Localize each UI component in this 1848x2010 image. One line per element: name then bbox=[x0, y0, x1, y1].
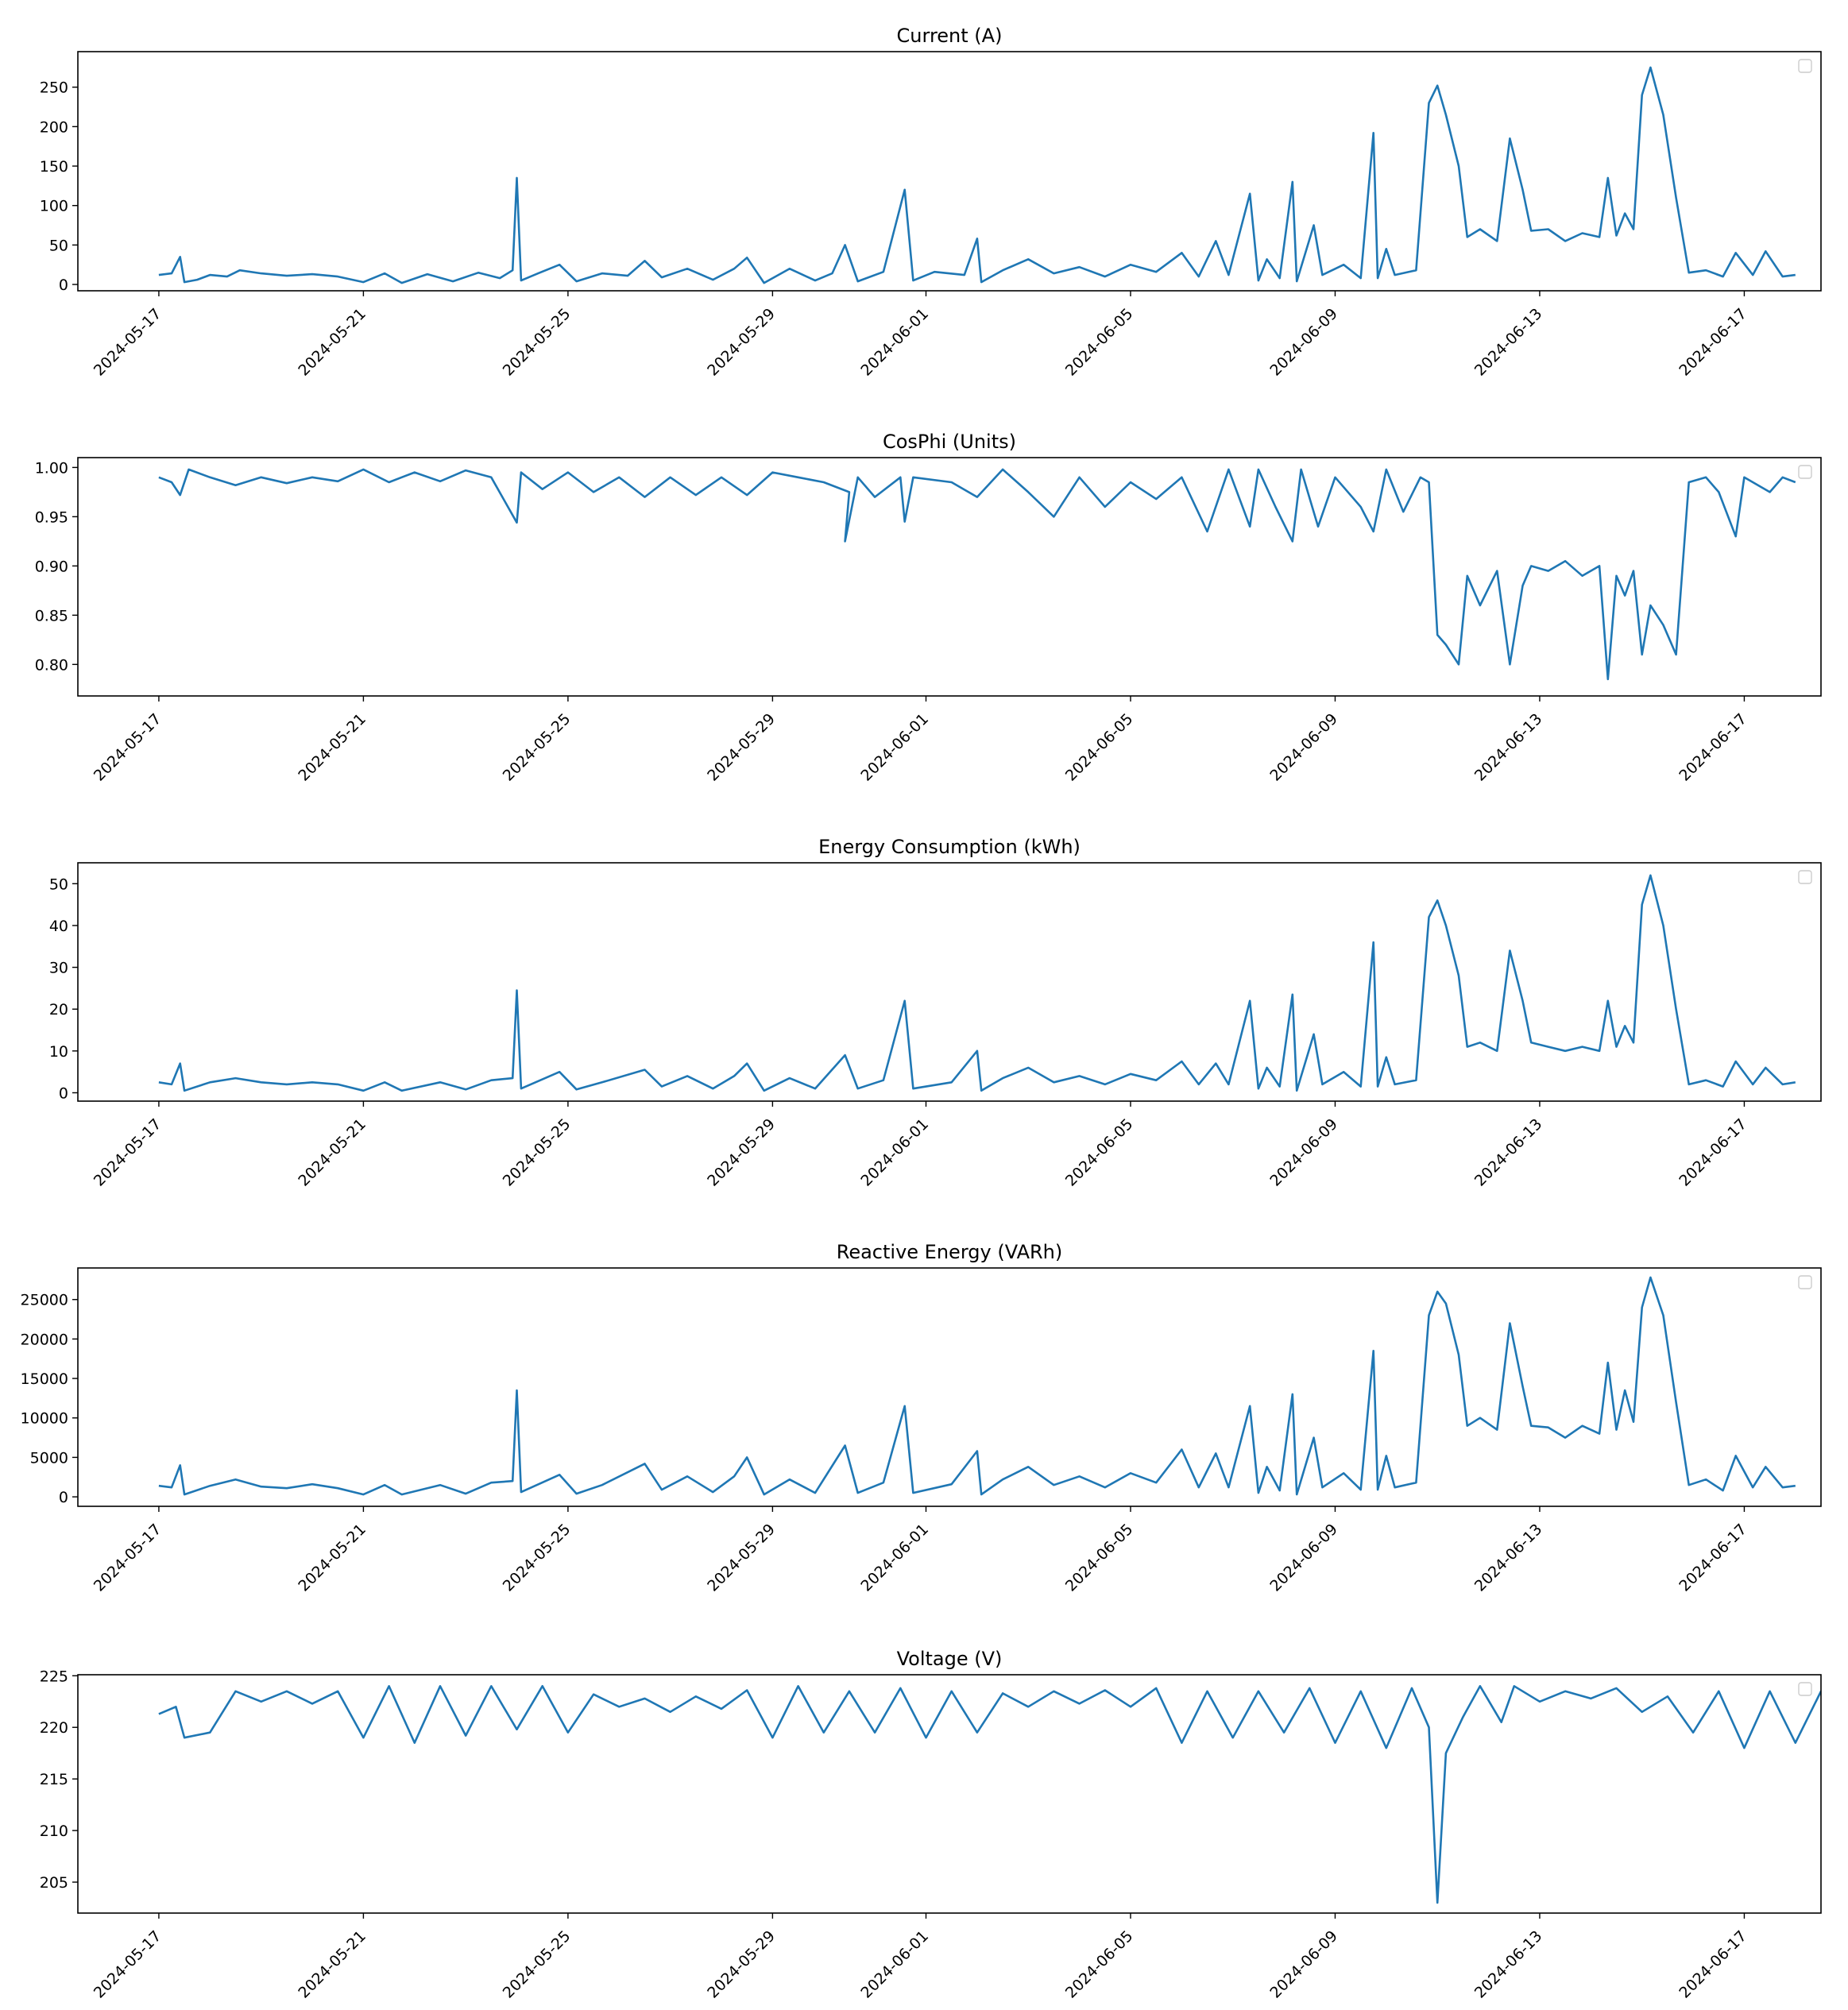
energy-ytick-label: 0 bbox=[59, 1084, 68, 1102]
current-plot-frame bbox=[77, 51, 1822, 292]
current-xtick-label: 2024-05-29 bbox=[704, 305, 779, 380]
voltage-xtick-label: 2024-05-17 bbox=[91, 1927, 165, 2002]
voltage-ytick-label: 205 bbox=[40, 1874, 68, 1892]
current-xtick-label: 2024-05-25 bbox=[500, 305, 574, 380]
current-title: Current (A) bbox=[897, 25, 1003, 47]
current-chart: Current (A) 0 50 100 150 200 250 2024-05-17 2024… bbox=[40, 25, 1822, 380]
current-xtick-label: 2024-06-17 bbox=[1676, 305, 1750, 380]
energy-xtick-label: 2024-06-17 bbox=[1676, 1115, 1750, 1190]
current-legend bbox=[1798, 59, 1812, 73]
energy-ytick-label: 30 bbox=[49, 960, 68, 977]
cosphi-xtick-label: 2024-06-01 bbox=[857, 710, 932, 785]
energy-ytick-label: 10 bbox=[49, 1043, 68, 1061]
energy-xtick-label: 2024-05-17 bbox=[91, 1115, 165, 1190]
reactive-xtick-label: 2024-06-01 bbox=[857, 1521, 932, 1595]
energy-xtick-label: 2024-06-01 bbox=[857, 1115, 932, 1190]
voltage-series-line bbox=[158, 1685, 1821, 1904]
current-series-line bbox=[158, 66, 1796, 284]
reactive-ytick-label: 5000 bbox=[30, 1449, 68, 1467]
cosphi-chart: CosPhi (Units) 0.80 0.85 0.90 0.95 1.00 2024-0… bbox=[35, 431, 1822, 785]
reactive-title: Reactive Energy (VARh) bbox=[837, 1241, 1063, 1263]
reactive-ytick-label: 15000 bbox=[21, 1370, 68, 1388]
voltage-xtick-label: 2024-05-29 bbox=[704, 1927, 779, 2002]
cosphi-ytick-label: 1.00 bbox=[35, 459, 68, 477]
energy-xtick-label: 2024-06-09 bbox=[1266, 1115, 1341, 1190]
reactive-xtick-label: 2024-05-21 bbox=[295, 1521, 369, 1595]
energy-xtick-label: 2024-05-21 bbox=[295, 1115, 369, 1190]
voltage-legend bbox=[1798, 1682, 1812, 1696]
reactive-series-line bbox=[158, 1276, 1796, 1496]
cosphi-xtick-label: 2024-06-05 bbox=[1062, 710, 1137, 785]
reactive-xtick-label: 2024-06-13 bbox=[1471, 1521, 1546, 1595]
current-ytick-label: 100 bbox=[40, 198, 68, 215]
reactive-ytick-label: 10000 bbox=[21, 1410, 68, 1428]
current-ytick-label: 250 bbox=[40, 79, 68, 97]
current-ytick-label: 0 bbox=[59, 276, 68, 294]
voltage-xtick-label: 2024-06-01 bbox=[857, 1927, 932, 2002]
current-ytick-label: 150 bbox=[40, 158, 68, 176]
cosphi-title: CosPhi (Units) bbox=[883, 431, 1016, 453]
voltage-plot-frame bbox=[77, 1674, 1822, 1914]
cosphi-ytick-label: 0.80 bbox=[35, 656, 68, 674]
current-xtick-label: 2024-06-01 bbox=[857, 305, 932, 380]
voltage-xtick-label: 2024-06-05 bbox=[1062, 1927, 1137, 2002]
cosphi-xtick-label: 2024-06-17 bbox=[1676, 710, 1750, 785]
reactive-xtick-label: 2024-05-17 bbox=[91, 1521, 165, 1595]
reactive-plot-frame bbox=[77, 1267, 1822, 1507]
energy-ytick-label: 40 bbox=[49, 918, 68, 935]
reactive-chart: Reactive Energy (VARh) 0 5000 10000 15000 200… bbox=[21, 1241, 1822, 1595]
energy-title: Energy Consumption (kWh) bbox=[818, 836, 1081, 858]
current-xtick-label: 2024-05-21 bbox=[295, 305, 369, 380]
cosphi-xtick-label: 2024-05-25 bbox=[500, 710, 574, 785]
reactive-ytick-label: 20000 bbox=[21, 1331, 68, 1348]
cosphi-plot-frame bbox=[77, 457, 1822, 697]
voltage-ytick-label: 225 bbox=[40, 1668, 68, 1685]
energy-xtick-label: 2024-05-25 bbox=[500, 1115, 574, 1190]
current-xtick-label: 2024-05-17 bbox=[91, 305, 165, 380]
cosphi-ytick-label: 0.90 bbox=[35, 558, 68, 575]
reactive-xtick-label: 2024-05-29 bbox=[704, 1521, 779, 1595]
cosphi-ytick-label: 0.85 bbox=[35, 607, 68, 624]
cosphi-xtick-label: 2024-05-21 bbox=[295, 710, 369, 785]
current-ytick-label: 200 bbox=[40, 118, 68, 136]
cosphi-legend bbox=[1798, 465, 1812, 479]
reactive-xtick-label: 2024-06-17 bbox=[1676, 1521, 1750, 1595]
cosphi-xtick-label: 2024-05-17 bbox=[91, 710, 165, 785]
energy-xtick-label: 2024-06-05 bbox=[1062, 1115, 1137, 1190]
voltage-xtick-label: 2024-05-21 bbox=[295, 1927, 369, 2002]
reactive-xtick-label: 2024-05-25 bbox=[500, 1521, 574, 1595]
current-xtick-label: 2024-06-05 bbox=[1062, 305, 1137, 380]
cosphi-xtick-label: 2024-06-13 bbox=[1471, 710, 1546, 785]
energy-ytick-label: 20 bbox=[49, 1001, 68, 1019]
energy-xtick-label: 2024-05-29 bbox=[704, 1115, 779, 1190]
energy-chart: Energy Consumption (kWh) 0 10 20 30 40 50 2024-… bbox=[49, 836, 1822, 1190]
reactive-ytick-label: 0 bbox=[59, 1489, 68, 1506]
reactive-ytick-label: 25000 bbox=[21, 1292, 68, 1309]
reactive-xtick-label: 2024-06-09 bbox=[1266, 1521, 1341, 1595]
reactive-legend bbox=[1798, 1275, 1812, 1289]
cosphi-xtick-label: 2024-06-09 bbox=[1266, 710, 1341, 785]
voltage-ytick-label: 220 bbox=[40, 1719, 68, 1737]
cosphi-series-line bbox=[158, 468, 1796, 681]
current-xtick-label: 2024-06-13 bbox=[1471, 305, 1546, 380]
energy-series-line bbox=[158, 874, 1796, 1092]
energy-legend bbox=[1798, 870, 1812, 884]
voltage-ytick-label: 215 bbox=[40, 1771, 68, 1788]
voltage-chart: Voltage (V) 205 210 215 220 225 2024-05-17 2024… bbox=[40, 1648, 1822, 2002]
cosphi-xtick-label: 2024-05-29 bbox=[704, 710, 779, 785]
voltage-xtick-label: 2024-05-25 bbox=[500, 1927, 574, 2002]
voltage-ytick-label: 210 bbox=[40, 1823, 68, 1840]
current-ytick-label: 50 bbox=[49, 237, 68, 254]
reactive-xtick-label: 2024-06-05 bbox=[1062, 1521, 1137, 1595]
voltage-xtick-label: 2024-06-09 bbox=[1266, 1927, 1341, 2002]
energy-xtick-label: 2024-06-13 bbox=[1471, 1115, 1546, 1190]
current-xtick-label: 2024-06-09 bbox=[1266, 305, 1341, 380]
cosphi-ytick-label: 0.95 bbox=[35, 508, 68, 526]
energy-ytick-label: 50 bbox=[49, 876, 68, 893]
voltage-title: Voltage (V) bbox=[897, 1648, 1003, 1670]
voltage-xtick-label: 2024-06-17 bbox=[1676, 1927, 1750, 2002]
energy-plot-frame bbox=[77, 862, 1822, 1102]
voltage-xtick-label: 2024-06-13 bbox=[1471, 1927, 1546, 2002]
